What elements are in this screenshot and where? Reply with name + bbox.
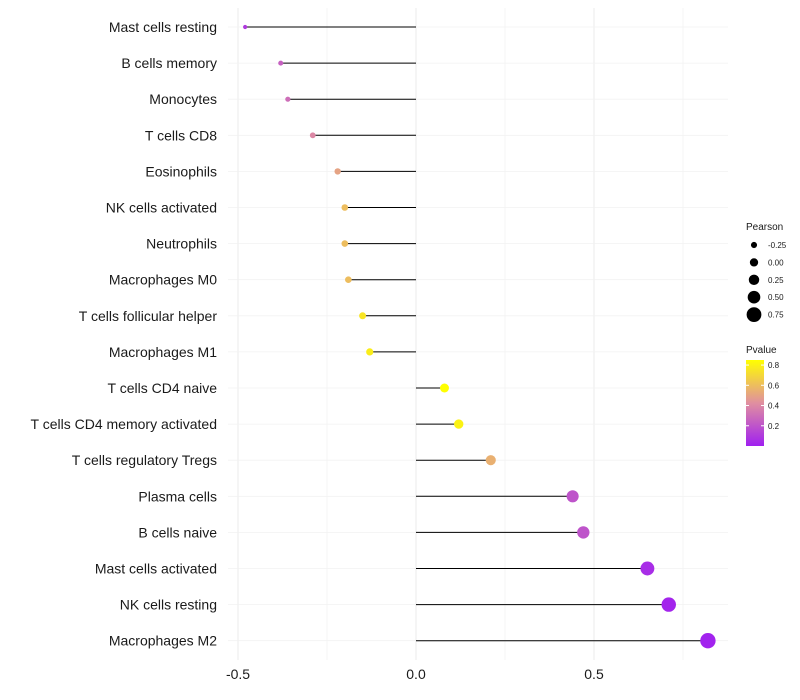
size-legend-dot <box>748 274 760 286</box>
lollipop-point <box>341 240 349 247</box>
mark-layer <box>243 24 716 649</box>
y-tick-label: Mast cells resting <box>109 19 217 35</box>
y-tick-label: T cells CD4 memory activated <box>31 416 217 432</box>
y-tick-label: NK cells activated <box>106 200 217 216</box>
y-tick-label: T cells CD8 <box>145 127 217 143</box>
lollipop-point <box>285 96 291 102</box>
size-legend-label: 0.25 <box>768 276 784 285</box>
size-legend-dot <box>750 241 758 249</box>
color-legend-ticks: 0.8 0.6 0.4 0.2 <box>746 361 780 431</box>
y-tick-label: Neutrophils <box>146 236 217 252</box>
size-legend-label: 0.75 <box>768 311 784 320</box>
y-tick-label: Macrophages M2 <box>109 633 217 649</box>
lollipop-point <box>359 312 367 320</box>
y-tick-label: B cells naive <box>138 524 217 540</box>
lollipop-point <box>661 597 676 612</box>
size-legend-items: -0.25 0.00 0.25 0.50 0.75 <box>746 241 787 322</box>
lollipop-point <box>454 419 464 429</box>
y-tick-label: Macrophages M0 <box>109 272 217 288</box>
y-tick-label: T cells follicular helper <box>79 308 218 324</box>
grid-layer <box>228 8 728 660</box>
lollipop-point <box>640 561 655 576</box>
lollipop-point <box>577 526 590 539</box>
colorbar-tick-label: 0.6 <box>768 381 780 390</box>
y-tick-label: Macrophages M1 <box>109 344 217 360</box>
lollipop-point <box>334 168 341 175</box>
lollipop-point <box>366 348 374 356</box>
colorbar-tick-label: 0.2 <box>768 422 780 431</box>
y-tick-label: NK cells resting <box>120 597 217 613</box>
y-tick-label: B cells memory <box>121 55 217 71</box>
y-tick-label: Plasma cells <box>138 488 217 504</box>
lollipop-point <box>309 132 316 139</box>
x-tick-labels: -0.5 0.0 0.5 <box>226 666 604 682</box>
lollipop-point <box>566 490 579 503</box>
legend: Pearson -0.25 0.00 0.25 0.50 0.75 Pvalue 0.8… <box>746 222 787 446</box>
size-legend-title: Pearson <box>746 222 783 233</box>
x-tick-label: 0.5 <box>584 666 604 682</box>
lollipop-point <box>341 204 349 211</box>
y-tick-labels: Mast cells resting B cells memory Monocyte… <box>31 19 218 649</box>
size-legend-label: 0.50 <box>768 293 784 302</box>
lollipop-point <box>485 455 496 466</box>
y-tick-label: Mast cells activated <box>95 561 217 577</box>
color-legend-title: Pvalue <box>746 345 777 356</box>
x-tick-label: 0.0 <box>406 666 426 682</box>
lollipop-point <box>345 276 352 284</box>
size-legend-label: 0.00 <box>768 258 784 267</box>
colorbar-tick-label: 0.4 <box>768 402 780 411</box>
x-tick-label: -0.5 <box>226 666 250 682</box>
lollipop-point <box>278 60 284 66</box>
size-legend-dot <box>749 258 759 267</box>
size-legend-label: -0.25 <box>768 241 787 250</box>
pvalue-colorbar <box>746 360 764 446</box>
size-legend-dot <box>746 307 762 322</box>
y-tick-label: Monocytes <box>149 91 217 107</box>
lollipop-point <box>243 24 248 30</box>
lollipop-point <box>439 383 449 393</box>
y-tick-label: T cells CD4 naive <box>108 380 218 396</box>
size-legend-dot <box>747 290 761 304</box>
y-tick-label: T cells regulatory Tregs <box>72 452 217 468</box>
lollipop-point <box>700 633 716 649</box>
y-tick-label: Eosinophils <box>145 163 217 179</box>
colorbar-tick-label: 0.8 <box>768 361 780 370</box>
